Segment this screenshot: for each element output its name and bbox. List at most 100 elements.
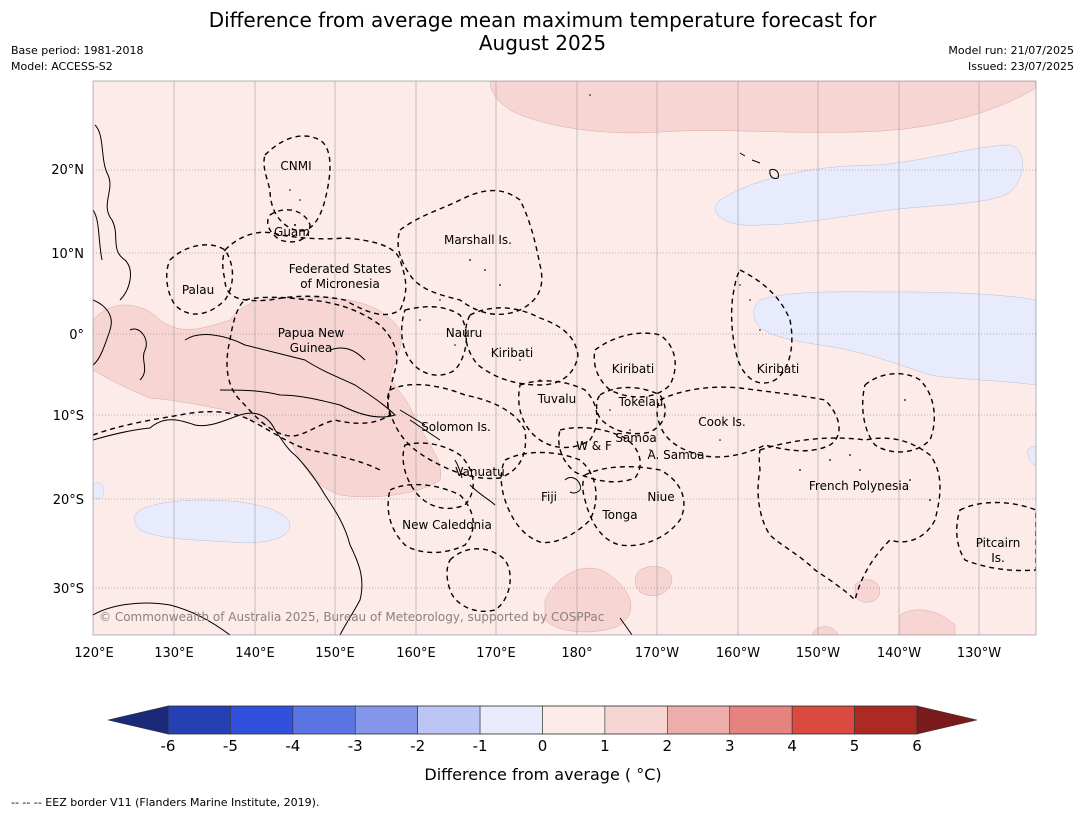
eez-png	[226, 296, 398, 437]
colorbar-tick: -4	[285, 737, 300, 755]
label-cnmi: CNMI	[280, 159, 311, 173]
colorbar-tick: -6	[161, 737, 176, 755]
place-labels: CNMI Guam Marshall Is. Palau Federated S…	[182, 159, 1020, 565]
lat-label: 10°S	[53, 409, 84, 424]
label-pitcairn-line-1: Pitcairn	[976, 536, 1021, 550]
lon-label: 130°W	[957, 646, 1001, 661]
latitude-gridlines	[93, 169, 1036, 589]
colorbar-bin	[354, 705, 418, 735]
colorbar-extend-high	[916, 705, 978, 735]
vanuatu-coast	[454, 459, 463, 479]
eez-png-australia-boundary	[249, 419, 381, 471]
sulawesi-coast	[129, 328, 147, 381]
lat-label: 20°S	[53, 493, 84, 508]
latitude-labels: 20°N 10°N 0° 10°S 20°S 30°S	[51, 163, 84, 597]
lon-label: 170°W	[635, 646, 679, 661]
eez-kiribati-phoenix	[593, 332, 676, 398]
label-kiribati-east: Kiribati	[757, 362, 799, 376]
label-png-line-1: Papua New	[278, 326, 345, 340]
borneo-coast	[93, 299, 112, 366]
title-line-2: August 2025	[478, 31, 607, 55]
colorbar-label: Difference from average ( °C)	[424, 765, 661, 784]
label-vanuatu: Vanuatu	[455, 465, 505, 479]
lon-label: 130°E	[154, 646, 194, 661]
lat-label: 30°S	[53, 582, 84, 597]
lat-label: 20°N	[51, 163, 84, 178]
lon-label: 140°W	[877, 646, 921, 661]
lon-label: 150°W	[796, 646, 840, 661]
eez-nauru	[401, 306, 467, 376]
philippines-coast	[94, 124, 131, 301]
colorbar-bin	[479, 705, 543, 735]
colorbar-tick-labels: -6 -5 -4 -3 -2 -1 0 1 2 3 4 5 6	[161, 737, 922, 755]
label-american-samoa: A. Samoa	[648, 448, 705, 462]
map-frame	[92, 80, 1037, 636]
meta-right: Model run: 21/07/2025 Issued: 23/07/2025	[948, 43, 1074, 75]
lon-label: 120°E	[74, 646, 114, 661]
label-new-caledonia: New Caledonia	[402, 518, 492, 532]
label-marshall: Marshall Is.	[444, 233, 512, 247]
colorbar-bin	[542, 705, 606, 735]
coastlines	[93, 124, 779, 635]
label-tuvalu: Tuvalu	[537, 392, 577, 406]
lon-label: 140°E	[235, 646, 275, 661]
eez-tuvalu	[518, 380, 598, 449]
base-period: Base period: 1981-2018	[11, 44, 144, 57]
colorbar-bin	[729, 705, 793, 735]
north-warm-band	[489, 81, 1036, 134]
eez-new-caledonia	[387, 483, 474, 554]
label-solomon: Solomon Is.	[421, 420, 491, 434]
south-warm-region-1	[544, 567, 631, 633]
label-fsm-line-2: of Micronesia	[300, 277, 380, 291]
equatorial-cool-region	[753, 291, 1036, 386]
anomaly-1-2-regions	[93, 81, 1036, 635]
hawaii-cool-region	[715, 144, 1023, 226]
tasmania-coast	[93, 602, 231, 635]
model-run: Model run: 21/07/2025	[948, 44, 1074, 57]
longitude-labels: 120°E 130°E 140°E 150°E 160°E 170°E 180°…	[74, 646, 1001, 661]
south-warm-region-2	[634, 566, 673, 596]
label-guam: Guam	[274, 225, 310, 239]
eez-cook	[656, 386, 840, 458]
eez-marquesas	[862, 373, 935, 453]
lat-label: 0°	[69, 328, 84, 343]
colorbar-tick: 3	[725, 737, 735, 755]
eez-pitcairn	[956, 501, 1036, 572]
colorbar-tick: -2	[410, 737, 425, 755]
anomaly-neg1-0-regions	[93, 144, 1036, 544]
west-cool-region	[93, 482, 105, 500]
label-fiji: Fiji	[541, 490, 557, 504]
label-samoa: Samoa	[615, 431, 656, 445]
eez-footnote: -- -- -- EEZ border V11 (Flanders Marine…	[11, 796, 320, 809]
hawaii-coast	[739, 152, 779, 179]
label-niue: Niue	[647, 490, 674, 504]
colorbar-bin	[292, 705, 356, 735]
solomons-coast	[399, 409, 441, 441]
label-png-line-2: Guinea	[290, 341, 333, 355]
label-pitcairn-line-2: Is.	[991, 551, 1005, 565]
eez-kiribati-line	[730, 269, 793, 384]
eez-kiribati-gilbert	[464, 307, 579, 386]
title-line-1: Difference from average mean maximum tem…	[208, 8, 877, 32]
colorbar-tick: 4	[787, 737, 797, 755]
label-fsm-line-1: Federated States	[289, 262, 391, 276]
colorbar-bins	[167, 705, 918, 735]
eez-tokelau	[595, 386, 666, 435]
south-warm-region-4	[899, 609, 956, 635]
nz-coast	[619, 617, 633, 635]
label-french-polynesia: French Polynesia	[809, 479, 909, 493]
colorbar-tick: 6	[912, 737, 922, 755]
colorbar-tick: 5	[850, 737, 860, 755]
issued-date: Issued: 23/07/2025	[967, 60, 1074, 73]
eez-norfolk	[446, 548, 511, 612]
label-palau: Palau	[182, 283, 214, 297]
colorbar-bin	[230, 705, 294, 735]
colorbar-tick: 1	[600, 737, 610, 755]
eez-french-polynesia	[757, 437, 941, 602]
longitude-gridlines	[173, 81, 980, 635]
eez-guam	[267, 209, 311, 243]
eez-palau	[166, 244, 234, 315]
colorbar-bin	[791, 705, 855, 735]
australia-coast	[93, 412, 363, 635]
eez-marshall	[397, 189, 543, 315]
